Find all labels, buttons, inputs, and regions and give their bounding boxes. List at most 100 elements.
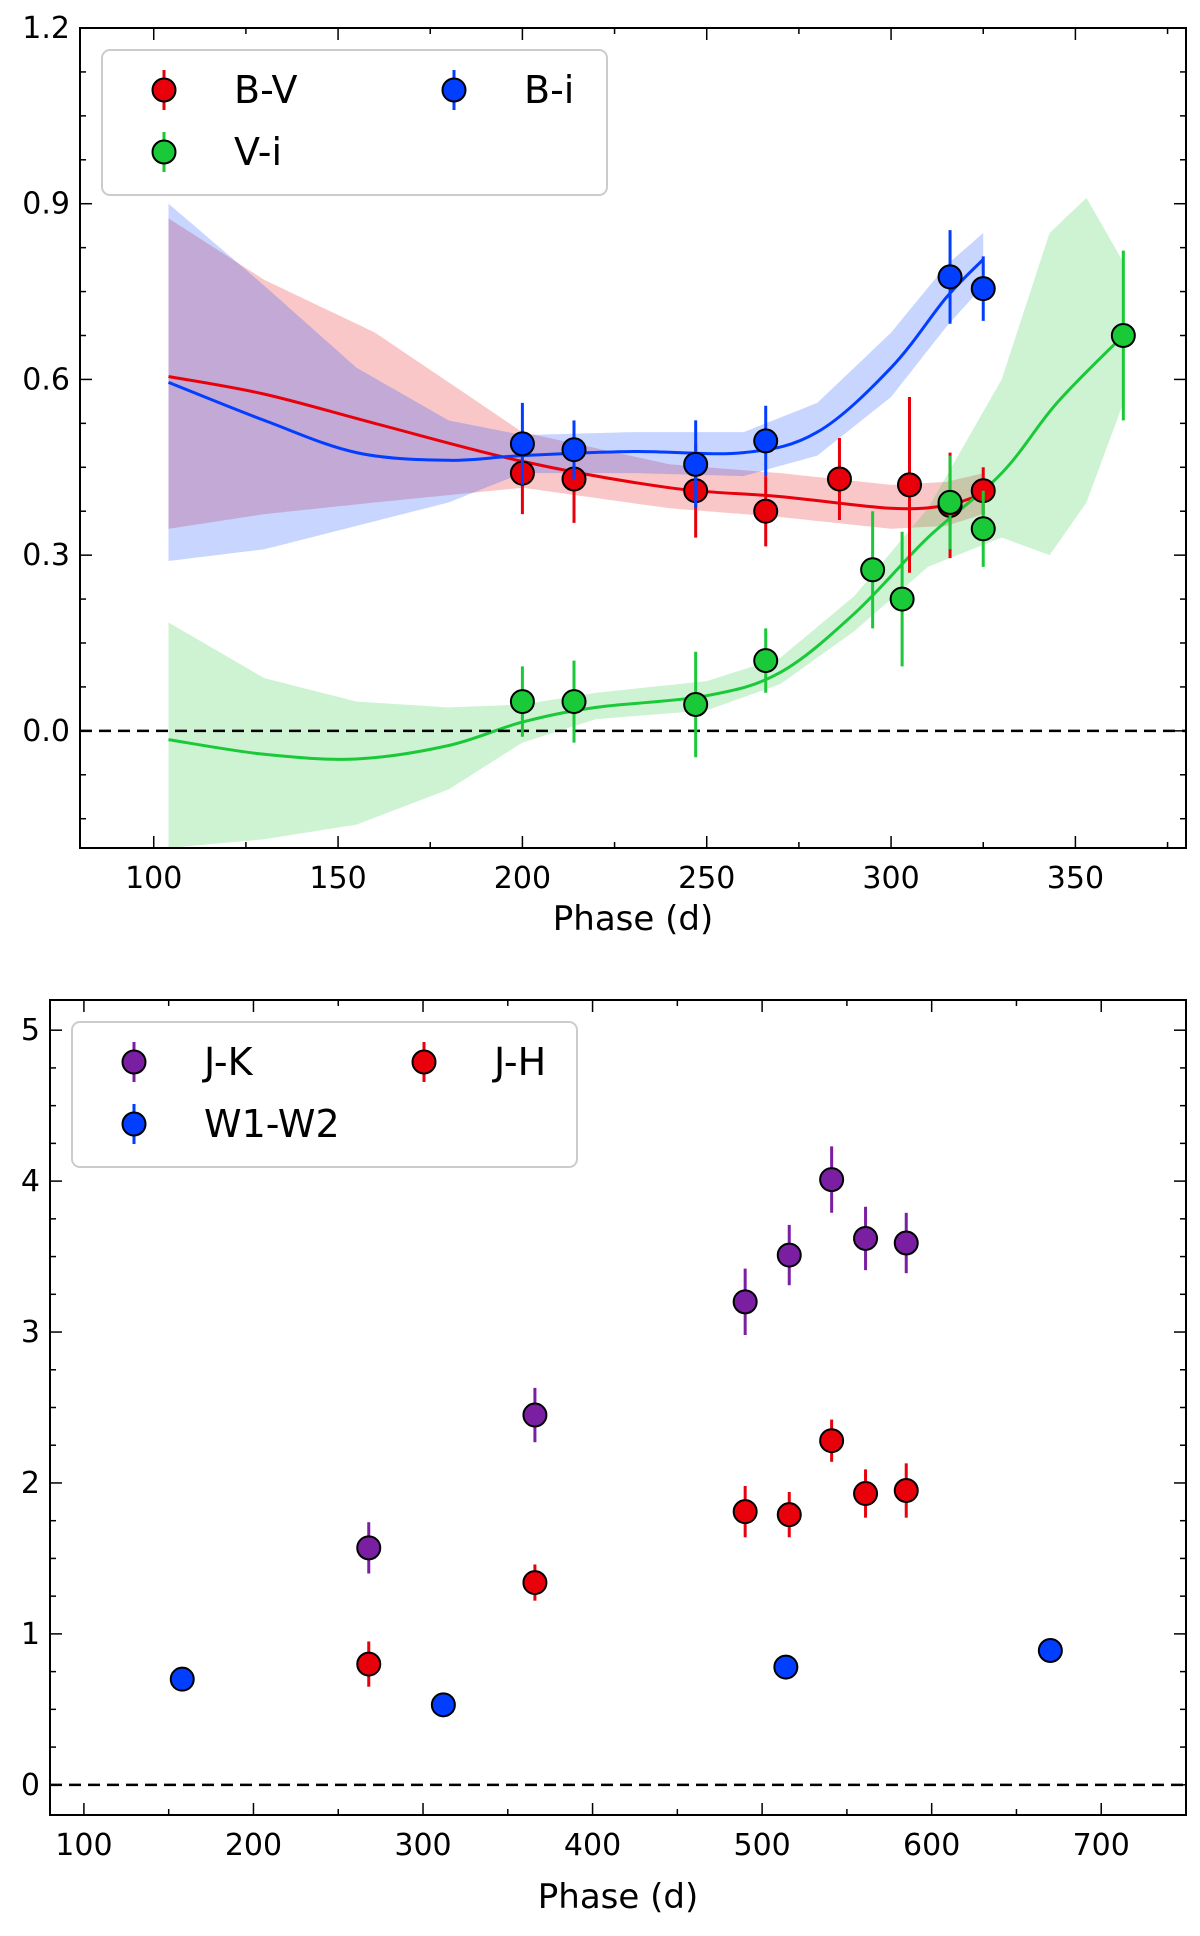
legend: B-V B-i V-i (101, 49, 608, 196)
data-marker (683, 692, 709, 717)
data-marker (732, 1289, 758, 1315)
x-tick-label: 100 (55, 1828, 112, 1863)
legend: J-K J-H W1-W2 (71, 1021, 578, 1168)
data-marker (897, 472, 922, 498)
y-tick-label: 0.6 (22, 362, 70, 397)
point-j-h-2 (732, 1485, 758, 1538)
point-v-i-1 (561, 660, 587, 743)
x-tick-label: 300 (394, 1828, 451, 1863)
data-marker (893, 1230, 919, 1256)
point-b-v-4 (826, 438, 852, 520)
point-j-k-2 (732, 1268, 758, 1336)
x-tick-label: 150 (309, 861, 366, 896)
point-v-i-3 (753, 628, 779, 693)
legend-label: B-V (234, 68, 298, 112)
point-b-v-3 (753, 476, 779, 547)
point-j-h-3 (776, 1492, 802, 1538)
legend-item-j-k: J-K (121, 1040, 254, 1084)
legend-item-w1-w2: W1-W2 (121, 1102, 340, 1146)
data-marker (509, 431, 535, 457)
point-b-v-5 (897, 397, 922, 573)
x-tick-label: 300 (862, 861, 919, 896)
data-marker (970, 516, 996, 542)
point-v-i-8 (1110, 250, 1136, 421)
y-tick-label: 0.3 (22, 538, 70, 573)
legend-label: J-H (492, 1040, 546, 1084)
y-tick-label: 3 (21, 1315, 40, 1350)
data-marker (522, 1402, 548, 1428)
x-tick-label: 200 (494, 861, 551, 896)
band-b-i (168, 203, 984, 561)
legend-label: B-i (524, 68, 574, 112)
point-j-k-1 (522, 1387, 548, 1443)
x-tick-label: 600 (903, 1828, 960, 1863)
legend-label: W1-W2 (204, 1102, 340, 1146)
y-tick-label: 5 (21, 1013, 40, 1048)
point-b-i-3 (753, 405, 779, 477)
point-b-i-0 (509, 402, 535, 485)
data-marker (819, 1167, 845, 1193)
band-b-v (168, 218, 984, 529)
data-marker (732, 1499, 758, 1525)
data-marker (169, 1666, 195, 1692)
x-tick-label: 250 (678, 861, 735, 896)
legend-item-j-h: J-H (411, 1040, 546, 1084)
point-b-i-2 (683, 420, 709, 509)
data-marker (893, 1478, 919, 1504)
point-w1-w2-1 (430, 1692, 456, 1718)
data-marker (776, 1242, 802, 1268)
point-j-k-0 (356, 1522, 382, 1574)
data-marker (853, 1225, 879, 1251)
data-marker (356, 1651, 382, 1677)
legend-label: V-i (234, 130, 282, 174)
point-w1-w2-3 (1037, 1637, 1063, 1663)
y-tick-label: 1 (21, 1617, 40, 1652)
data-marker (773, 1654, 799, 1680)
data-marker (430, 1692, 456, 1718)
legend-marker (151, 139, 177, 165)
legend-item-b-v: B-V (151, 68, 298, 112)
legend-marker (121, 1111, 147, 1137)
axes-frame (79, 27, 1187, 849)
data-marker (889, 586, 915, 612)
plot-area (50, 1146, 1186, 1787)
legend-box (101, 49, 608, 196)
data-marker (561, 689, 587, 715)
x-tick-label: 700 (1073, 1828, 1130, 1863)
point-j-h-1 (522, 1564, 548, 1601)
point-j-k-4 (819, 1146, 845, 1213)
point-v-i-0 (509, 666, 535, 737)
data-marker (1110, 323, 1136, 348)
point-j-h-6 (893, 1463, 919, 1518)
point-j-h-0 (356, 1641, 382, 1687)
y-tick-label: 2 (21, 1466, 40, 1501)
y-tick-label: 1.2 (22, 11, 70, 46)
data-marker (776, 1502, 802, 1528)
x-axis-title: Phase (d) (553, 899, 713, 939)
band-v-i (168, 197, 1124, 848)
data-marker (753, 498, 779, 524)
data-marker (853, 1481, 879, 1507)
data-marker (860, 557, 886, 583)
legend-marker (151, 77, 177, 103)
data-marker (937, 264, 963, 290)
data-marker (683, 451, 709, 477)
legend-box (71, 1021, 578, 1168)
x-tick-label: 100 (125, 861, 182, 896)
legend-item-b-i: B-i (441, 68, 574, 112)
point-j-k-5 (853, 1206, 879, 1271)
point-w1-w2-0 (169, 1666, 195, 1692)
legend-marker (441, 77, 467, 103)
point-j-k-6 (893, 1212, 919, 1274)
x-tick-label: 400 (564, 1828, 621, 1863)
point-w1-w2-2 (773, 1654, 799, 1680)
legend-label: J-K (202, 1040, 254, 1084)
point-v-i-5 (889, 531, 915, 667)
y-tick-label: 0 (21, 1768, 40, 1803)
data-marker (509, 689, 535, 715)
point-v-i-2 (683, 651, 709, 758)
point-j-k-3 (776, 1224, 802, 1286)
data-marker (522, 1570, 548, 1596)
